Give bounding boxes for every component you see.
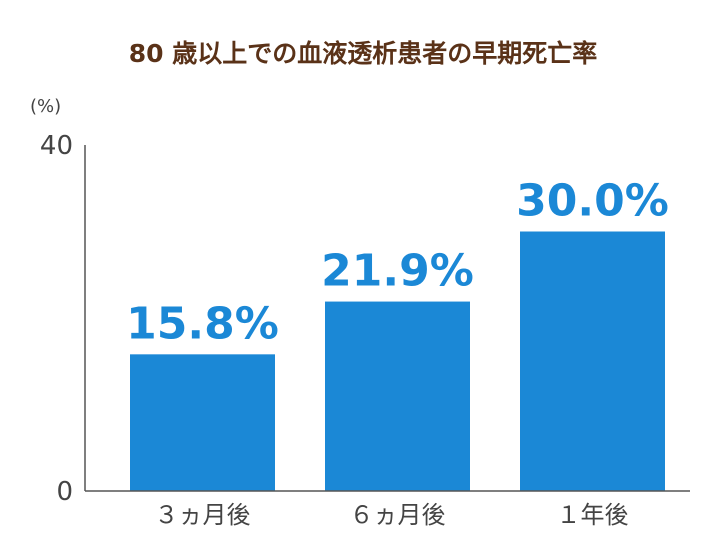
y-tick-label: 40 xyxy=(40,131,73,161)
y-tick-label: 0 xyxy=(56,477,73,507)
bar-value-label: 21.9% xyxy=(321,246,474,297)
bar-value-label: 30.0% xyxy=(516,176,669,227)
x-tick-label: ６ヵ月後 xyxy=(350,501,446,529)
y-axis-unit-label: (%) xyxy=(30,96,61,117)
y-tick-labels: 0 40 xyxy=(40,131,73,507)
bar xyxy=(520,231,665,491)
bar xyxy=(130,354,275,491)
bars-group xyxy=(130,231,665,491)
data-labels-group: 15.8% 21.9% 30.0% xyxy=(126,176,669,350)
bar-value-label: 15.8% xyxy=(126,298,279,349)
x-tick-labels: ３ヵ月後 ６ヵ月後 １年後 xyxy=(155,501,629,529)
x-tick-label: １年後 xyxy=(557,501,629,529)
x-tick-label: ３ヵ月後 xyxy=(155,501,251,529)
bar xyxy=(325,301,470,491)
chart-title: 80 歳以上での血液透析患者の早期死亡率 xyxy=(129,39,598,68)
